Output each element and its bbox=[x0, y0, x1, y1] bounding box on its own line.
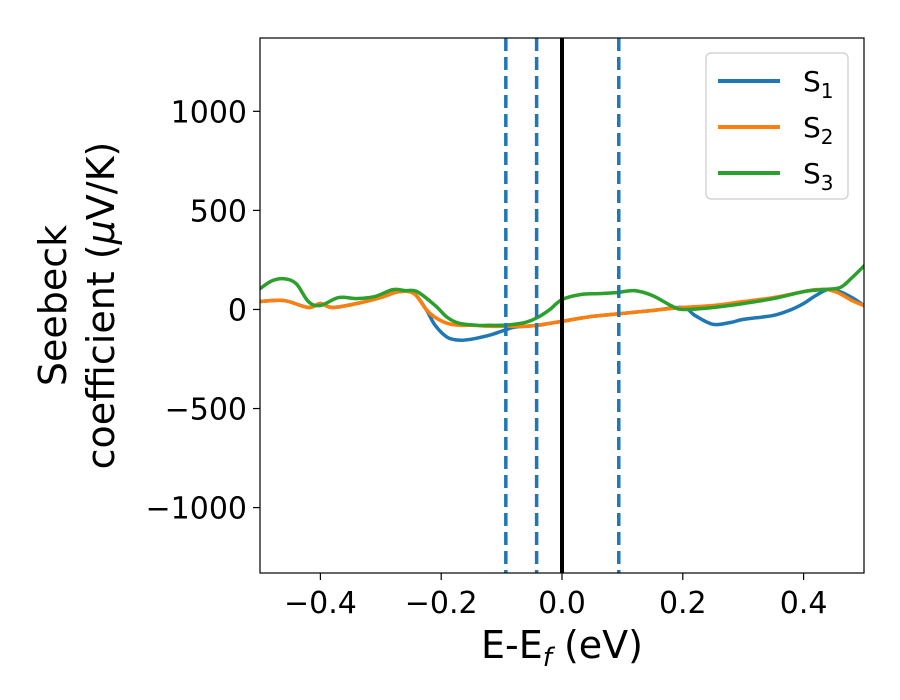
y-tick-label: 500 bbox=[190, 194, 247, 229]
x-tick-label: −0.4 bbox=[284, 586, 357, 621]
legend: S1 S2 S3 bbox=[705, 52, 849, 200]
x-tick-label: 0.0 bbox=[538, 586, 586, 621]
x-tick-label: −0.2 bbox=[405, 586, 478, 621]
series-line-s3 bbox=[260, 264, 864, 328]
x-tick-label: 0.2 bbox=[659, 586, 707, 621]
legend-label: S1 bbox=[803, 65, 834, 103]
y-axis-label-line2: coefficient (μV/K) bbox=[79, 142, 123, 470]
legend-item-s3: S3 bbox=[718, 157, 834, 195]
y-tick-label: −1000 bbox=[146, 492, 247, 527]
y-axis-label: Seebeck coefficient (μV/K) bbox=[31, 142, 123, 470]
x-tick-label: 0.4 bbox=[780, 586, 828, 621]
vertical-lines-layer bbox=[504, 38, 621, 573]
x-axis-label: E-Ef (eV) bbox=[481, 623, 643, 673]
y-tick-label: −500 bbox=[165, 393, 247, 428]
y-tick-label: 0 bbox=[228, 293, 247, 328]
y-axis-label-line1: Seebeck bbox=[31, 225, 75, 386]
y-axis: −1000 −500 0 500 1000 bbox=[146, 95, 260, 527]
y-tick-label: 1000 bbox=[171, 95, 247, 130]
legend-item-s1: S1 bbox=[718, 65, 834, 103]
legend-label: S2 bbox=[803, 111, 834, 149]
x-axis: −0.4 −0.2 0.0 0.2 0.4 bbox=[284, 573, 827, 621]
legend-label: S3 bbox=[803, 157, 834, 195]
legend-item-s2: S2 bbox=[718, 111, 834, 149]
